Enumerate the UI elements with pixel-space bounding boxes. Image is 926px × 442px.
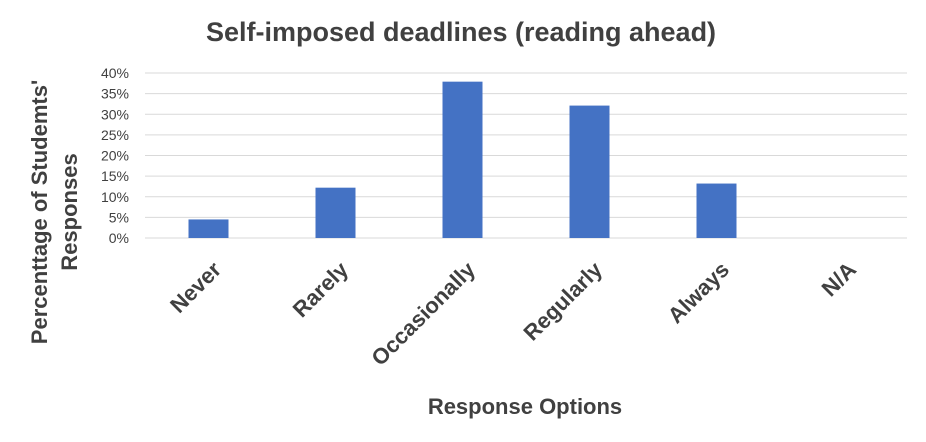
y-axis-ticks: 0% 5% 10% 15% 20% 25% 30% 35% 40% [101, 65, 129, 246]
x-category-label: Always [663, 257, 734, 328]
x-category-label: Rarely [288, 256, 354, 322]
x-category-label: Never [165, 257, 226, 318]
bar-always [696, 183, 737, 238]
y-tick-label: 15% [101, 168, 129, 184]
bar-occasionally [442, 81, 483, 238]
x-axis-categories: Never Rarely Occasionally Regularly Always N/… [165, 256, 861, 370]
bars [188, 81, 737, 239]
x-axis-title: Response Options [428, 394, 622, 419]
x-category-label: Regularly [518, 256, 607, 345]
bar-regularly [569, 105, 610, 239]
y-axis-title-line-2: Responses [57, 153, 82, 270]
y-tick-label: 0% [109, 230, 129, 246]
y-axis-title: Percenttage of Studemts' Responses [27, 80, 82, 344]
y-axis-title-line-1: Percenttage of Studemts' [27, 80, 52, 344]
x-category-label: N/A [817, 257, 862, 302]
y-tick-label: 25% [101, 127, 129, 143]
bar-rarely [315, 187, 356, 238]
bar-never [188, 219, 229, 238]
x-category-label: Occasionally [366, 256, 480, 370]
y-tick-label: 35% [101, 86, 129, 102]
y-tick-label: 40% [101, 65, 129, 81]
y-tick-label: 5% [109, 209, 129, 225]
chart-title: Self-imposed deadlines (reading ahead) [206, 17, 716, 47]
y-tick-label: 10% [101, 189, 129, 205]
gridlines [145, 72, 907, 239]
y-tick-label: 20% [101, 148, 129, 164]
y-tick-label: 30% [101, 106, 129, 122]
